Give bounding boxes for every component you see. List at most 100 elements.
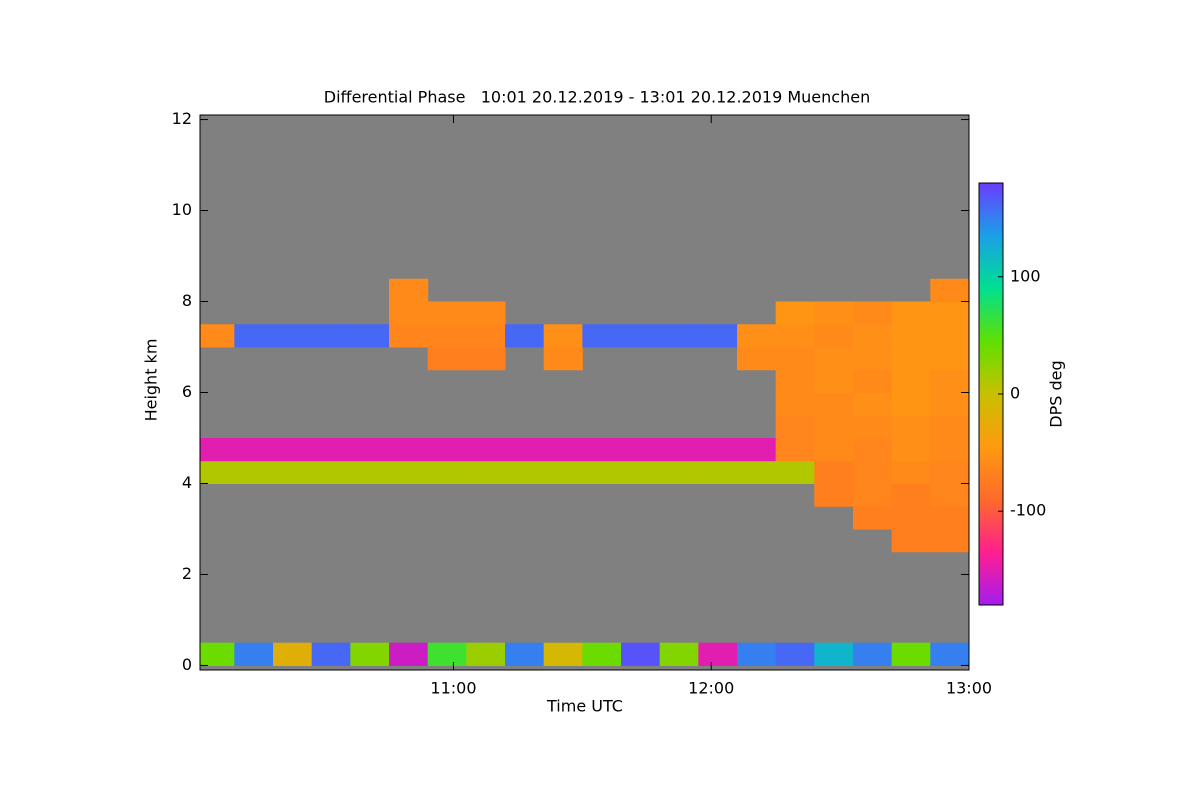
heatmap-cell <box>853 460 893 484</box>
heatmap-cell <box>543 324 583 348</box>
heatmap-cell <box>930 415 969 439</box>
heatmap-cell <box>891 528 931 553</box>
heatmap-cell <box>350 460 390 484</box>
heatmap-cell <box>350 642 390 666</box>
heatmap-cell <box>891 415 931 439</box>
heatmap-cell <box>891 506 931 530</box>
heatmap-cell <box>698 437 738 462</box>
heatmap-cell <box>853 369 893 393</box>
heatmap-cell <box>427 642 467 666</box>
heatmap-cell <box>350 437 390 462</box>
heatmap-cell <box>466 642 506 666</box>
heatmap-cell <box>273 324 313 348</box>
heatmap-cell <box>582 642 622 666</box>
heatmap-cell <box>891 437 931 462</box>
heatmap-cell <box>737 460 777 484</box>
heatmap-cell <box>234 324 274 348</box>
heatmap-cell <box>775 392 815 416</box>
heatmap-cell <box>505 460 545 484</box>
heatmap-cell <box>200 437 235 462</box>
heatmap-cell <box>659 642 699 666</box>
heatmap-cell <box>775 415 815 439</box>
heatmap-cell <box>930 483 969 507</box>
heatmap-cell <box>311 642 351 666</box>
heatmap-cell <box>853 437 893 462</box>
heatmap-cell <box>200 460 235 484</box>
heatmap-cell <box>582 324 622 348</box>
y-tick-label: 8 <box>182 291 192 310</box>
heatmap-cell <box>891 369 931 393</box>
heatmap-cell <box>621 642 661 666</box>
heatmap-cell <box>930 506 969 530</box>
heatmap-cell <box>582 460 622 484</box>
heatmap-cell <box>698 642 738 666</box>
heatmap-cell <box>427 460 467 484</box>
heatmap-cell <box>853 392 893 416</box>
x-tick-label: 13:00 <box>946 679 992 698</box>
heatmap-cell <box>350 324 390 348</box>
heatmap-cell <box>621 437 661 462</box>
x-tick-label: 12:00 <box>688 679 734 698</box>
heatmap-cell <box>621 460 661 484</box>
heatmap-cell <box>311 437 351 462</box>
y-tick-label: 12 <box>172 109 192 128</box>
heatmap-cell <box>659 437 699 462</box>
heatmap-cell <box>389 460 429 484</box>
heatmap-cell <box>814 460 854 484</box>
heatmap-cell <box>853 483 893 507</box>
colorbar-tick-label: -100 <box>1010 501 1046 520</box>
heatmap-cell <box>775 324 815 348</box>
heatmap-cell <box>930 642 969 666</box>
heatmap-cell <box>891 347 931 371</box>
y-tick-label: 10 <box>172 200 192 219</box>
heatmap-cell <box>930 392 969 416</box>
heatmap-cell <box>853 301 893 325</box>
heatmap-cell <box>234 437 274 462</box>
y-tick-label: 2 <box>182 564 192 583</box>
heatmap-cell <box>427 301 467 325</box>
heatmap-cell <box>427 324 467 348</box>
x-axis-label: Time UTC <box>546 697 623 716</box>
heatmap-cell <box>814 347 854 371</box>
heatmap-cell <box>930 528 969 553</box>
heatmap-cell <box>466 324 506 348</box>
colorbar-label: DPS deg <box>1047 360 1066 427</box>
heatmap-cell <box>891 324 931 348</box>
heatmap-cell <box>200 324 235 348</box>
heatmap-cell <box>891 460 931 484</box>
heatmap-cell <box>427 437 467 462</box>
heatmap-cell <box>659 460 699 484</box>
heatmap-cell <box>273 460 313 484</box>
heatmap-cell <box>775 347 815 371</box>
heatmap-cell <box>853 347 893 371</box>
heatmap-cell <box>814 415 854 439</box>
heatmap-cell <box>775 369 815 393</box>
heatmap-cell <box>930 324 969 348</box>
heatmap-cell <box>737 437 777 462</box>
colorbar <box>978 182 1004 606</box>
heatmap-cell <box>273 437 313 462</box>
heatmap-cell <box>891 301 931 325</box>
heatmap-cell <box>505 437 545 462</box>
heatmap-cell <box>930 369 969 393</box>
heatmap-cell <box>814 483 854 507</box>
heatmap-cell <box>853 324 893 348</box>
heatmap-cell <box>775 437 815 462</box>
heatmap-cell <box>698 324 738 348</box>
heatmap-cell <box>466 460 506 484</box>
heatmap-cell <box>466 437 506 462</box>
heatmap-cell <box>737 642 777 666</box>
heatmap-cell <box>505 642 545 666</box>
heatmap-cell <box>853 506 893 530</box>
heatmap-cell <box>814 324 854 348</box>
heatmap-cell <box>427 347 467 371</box>
heatmap-cell <box>389 278 429 303</box>
y-axis-label: Height km <box>142 339 161 422</box>
heatmap-cell <box>814 392 854 416</box>
heatmap-cell <box>930 460 969 484</box>
heatmap-cell <box>543 642 583 666</box>
heatmap-cell <box>389 642 429 666</box>
heatmap-cell <box>930 301 969 325</box>
heatmap-cell <box>814 642 854 666</box>
heatmap-cell <box>853 642 893 666</box>
